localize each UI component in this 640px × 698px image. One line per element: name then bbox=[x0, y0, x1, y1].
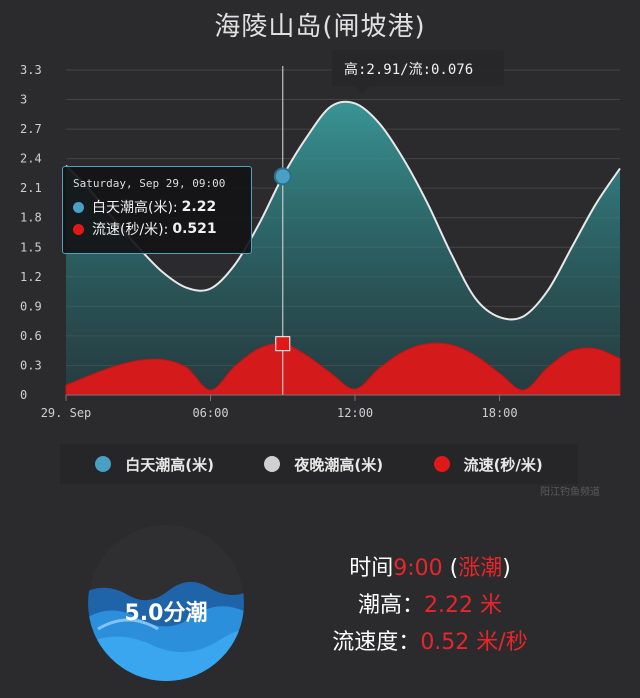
x-tick-label: 06:00 bbox=[192, 406, 228, 420]
legend-day-label: 白天潮高(米) bbox=[125, 455, 214, 474]
legend-flow-label: 流速(秒/米) bbox=[463, 455, 543, 474]
y-tick-label: 3 bbox=[20, 93, 27, 107]
x-tick-label: 18:00 bbox=[482, 406, 518, 420]
tide-marker[interactable] bbox=[273, 167, 292, 186]
x-tick-label: 29. Sep bbox=[41, 406, 92, 420]
tooltip-row-tide: 白天潮高(米): 2.22 bbox=[73, 196, 241, 218]
gray-dot-icon bbox=[264, 456, 281, 472]
y-tick-label: 2.1 bbox=[20, 181, 42, 195]
speed-value: 0.52 米/秒 bbox=[420, 630, 528, 655]
chart-legend: 白天潮高(米) 夜晚潮高(米) 流速(秒/米) bbox=[60, 444, 578, 484]
legend-day-tide[interactable]: 白天潮高(米) bbox=[95, 454, 214, 475]
speed-label: 流速度： bbox=[332, 630, 421, 655]
tooltip-tide-label: 白天潮高(米): bbox=[92, 200, 178, 216]
y-tick-label: 0 bbox=[20, 388, 27, 402]
y-tick-label: 1.5 bbox=[20, 240, 42, 254]
y-tick-label: 1.8 bbox=[20, 211, 42, 225]
trend-open: ( bbox=[449, 556, 459, 581]
tide-state-gauge: 5.0分潮 bbox=[88, 525, 244, 681]
tooltip-top: 高:2.91/流:0.076 bbox=[332, 50, 504, 94]
x-tick-label: 12:00 bbox=[337, 406, 373, 420]
blue-dot-icon bbox=[95, 456, 112, 472]
tooltip-flow-value: 0.521 bbox=[172, 221, 217, 237]
tide-line bbox=[65, 100, 621, 321]
tooltip-row-flow: 流速(秒/米): 0.521 bbox=[73, 218, 241, 240]
wave-icon bbox=[88, 581, 244, 681]
y-tick-label: 0.3 bbox=[20, 358, 42, 372]
tide-area bbox=[66, 101, 620, 395]
time-label: 时间 bbox=[349, 556, 394, 581]
trend-word: 涨潮 bbox=[458, 556, 503, 581]
y-tick-label: 0.6 bbox=[20, 329, 42, 343]
info-height-row: 潮高：2.22 米 bbox=[300, 587, 560, 624]
page-title: 海陵山岛(闸坡港) bbox=[214, 12, 426, 42]
info-speed-row: 流速度：0.52 米/秒 bbox=[300, 624, 560, 661]
legend-flow[interactable]: 流速(秒/米) bbox=[433, 454, 543, 475]
tooltip-main: Saturday, Sep 29, 09:00 白天潮高(米): 2.22 流速… bbox=[62, 166, 252, 254]
y-tick-label: 2.7 bbox=[20, 122, 42, 136]
tide-chart[interactable]: 0 0.3 0.6 0.9 1.2 1.5 1.8 2.1 2.4 2.7 3 3.3 29. Sep… bbox=[0, 0, 640, 440]
height-label: 潮高： bbox=[358, 593, 425, 618]
tide-info: 时间9:00 (涨潮) 潮高：2.22 米 流速度：0.52 米/秒 bbox=[300, 550, 560, 661]
info-time-row: 时间9:00 (涨潮) bbox=[300, 550, 560, 587]
y-tick-label: 1.2 bbox=[20, 270, 42, 284]
red-dot-icon bbox=[73, 223, 84, 235]
tooltip-flow-label: 流速(秒/米): bbox=[92, 222, 169, 238]
red-dot-icon bbox=[433, 456, 450, 472]
flow-marker[interactable] bbox=[275, 336, 291, 352]
tooltip-tide-value: 2.22 bbox=[181, 199, 217, 215]
trend-close: ) bbox=[502, 556, 511, 581]
watermark: 阳江钓鱼频道 bbox=[540, 487, 600, 498]
tide-state-label: 5.0分潮 bbox=[124, 601, 208, 626]
tooltip-date: Saturday, Sep 29, 09:00 bbox=[73, 177, 226, 190]
y-tick-label: 0.9 bbox=[20, 299, 42, 313]
y-tick-label: 2.4 bbox=[20, 152, 42, 166]
height-value: 2.22 米 bbox=[424, 593, 502, 618]
tooltip-top-text: 高:2.91/流:0.076 bbox=[344, 62, 474, 78]
legend-night-label: 夜晚潮高(米) bbox=[294, 455, 384, 474]
flow-area bbox=[65, 342, 621, 396]
y-tick-label: 3.3 bbox=[20, 63, 42, 77]
legend-night-tide[interactable]: 夜晚潮高(米) bbox=[264, 454, 383, 475]
blue-dot-icon bbox=[73, 201, 84, 213]
time-value: 9:00 bbox=[393, 556, 443, 581]
